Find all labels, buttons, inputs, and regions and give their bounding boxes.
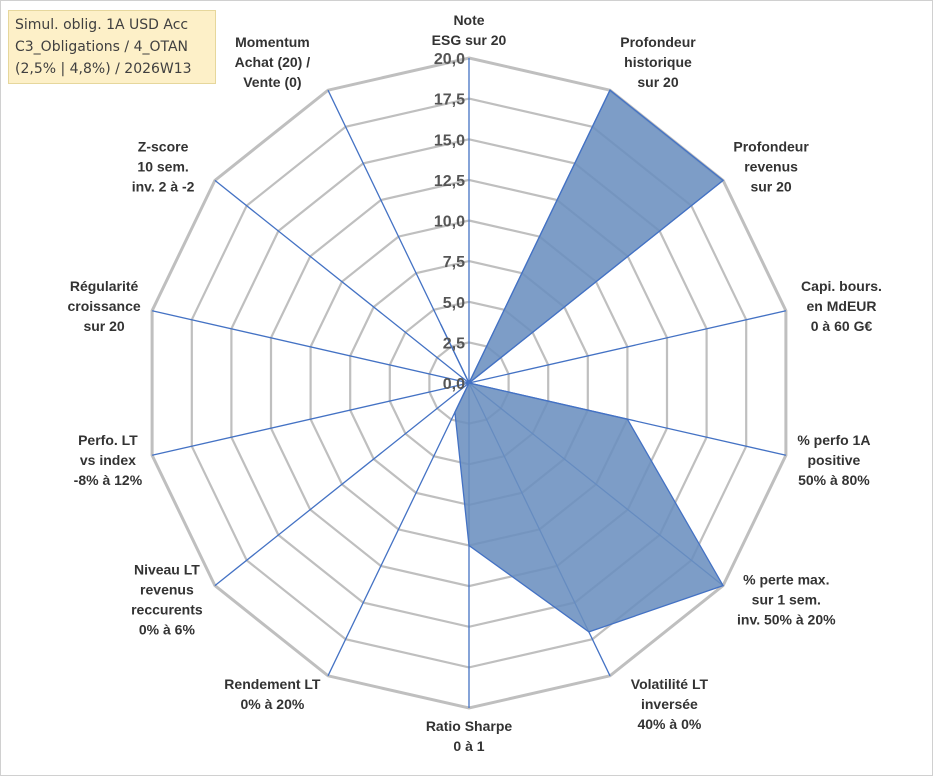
axis-label-4-line-2: 50% à 80%	[798, 472, 870, 488]
radar-tick-labels: 0,0 2,5 5,0 7,5 10,0 12,5 15,0 17,5 20,0	[434, 51, 465, 393]
chart-title-box: Simul. oblig. 1A USD Acc C3_Obligations …	[8, 10, 216, 84]
axis-label-6-line-2: 40% à 0%	[637, 716, 701, 732]
title-line-3: (2,5% | 4,8%) / 2026W13	[15, 61, 192, 77]
axis-label-13-line-1: Achat (20) /	[235, 54, 311, 70]
axis-label-6-line-1: inversée	[641, 696, 698, 712]
axis-label-11-line-1: croissance	[68, 298, 141, 314]
axis-label-6: Volatilité LT inversée 40% à 0%	[631, 676, 709, 732]
axis-label-9-line-3: 0% à 6%	[139, 621, 196, 637]
spoke-9	[214, 382, 470, 587]
axis-label-10-line-0: Perfo. LT	[78, 432, 138, 448]
axis-label-8-line-1: 0% à 20%	[240, 696, 304, 712]
spoke-8	[327, 382, 470, 677]
tick-label-2: 5,0	[443, 295, 465, 312]
axis-label-11-line-0: Régularité	[70, 278, 139, 294]
axis-label-7-line-0: Ratio Sharpe	[426, 718, 513, 734]
axis-label-1: Profondeur historique sur 20	[620, 34, 696, 90]
tick-label-5: 12,5	[434, 173, 465, 190]
axis-label-8: Rendement LT 0% à 20%	[224, 676, 321, 712]
axis-label-3-line-0: Capi. bours.	[801, 278, 882, 294]
spoke-12	[214, 179, 470, 384]
axis-label-10-line-1: vs index	[80, 452, 136, 468]
axis-label-1-line-0: Profondeur	[620, 34, 696, 50]
axis-label-13-line-2: Vente (0)	[243, 74, 301, 90]
title-line-2: C3_Obligations / 4_OTAN	[15, 39, 189, 55]
axis-label-5: % perte max. sur 1 sem. inv. 50% à 20%	[737, 571, 836, 627]
tick-label-6: 15,0	[434, 132, 465, 149]
axis-label-2-line-1: revenus	[744, 159, 798, 175]
tick-label-7: 17,5	[434, 92, 465, 109]
axis-label-12-line-0: Z-score	[138, 139, 189, 155]
axis-label-3-line-2: 0 à 60 G€	[811, 318, 873, 334]
tick-label-1: 2,5	[443, 335, 465, 352]
axis-label-9-line-1: revenus	[140, 581, 194, 597]
axis-label-4-line-0: % perfo 1A	[797, 432, 870, 448]
axis-label-2-line-0: Profondeur	[733, 139, 809, 155]
axis-label-12-line-1: 10 sem.	[137, 159, 188, 175]
axis-label-4-line-1: positive	[807, 452, 860, 468]
axis-label-1-line-2: sur 20	[637, 74, 678, 90]
tick-label-0: 0,0	[443, 376, 465, 393]
axis-label-5-line-2: inv. 50% à 20%	[737, 611, 836, 627]
axis-label-2-line-2: sur 20	[750, 179, 791, 195]
axis-label-9-line-0: Niveau LT	[134, 561, 200, 577]
title-line-1: Simul. oblig. 1A USD Acc	[15, 17, 189, 33]
tick-label-8: 20,0	[434, 51, 465, 68]
axis-label-3: Capi. bours. en MdEUR 0 à 60 G€	[801, 278, 882, 334]
axis-label-12: Z-score 10 sem. inv. 2 à -2	[132, 139, 195, 195]
axis-label-8-line-0: Rendement LT	[224, 676, 321, 692]
radar-axis-labels: Note ESG sur 20 Profondeur historique sur 20…	[68, 12, 882, 754]
axis-label-12-line-2: inv. 2 à -2	[132, 179, 195, 195]
axis-label-4: % perfo 1A positive 50% à 80%	[797, 432, 870, 488]
series-area	[440, 89, 725, 633]
radar-series	[440, 89, 725, 633]
axis-label-5-line-0: % perte max.	[743, 571, 829, 587]
axis-label-11: Régularité croissance sur 20	[68, 278, 141, 334]
axis-label-10-line-2: -8% à 12%	[74, 472, 143, 488]
axis-label-11-line-2: sur 20	[83, 318, 124, 334]
axis-label-13: Momentum Achat (20) / Vente (0)	[235, 34, 311, 90]
axis-label-9: Niveau LT revenus reccurents 0% à 6%	[131, 561, 203, 637]
axis-label-6-line-0: Volatilité LT	[631, 676, 709, 692]
axis-label-2: Profondeur revenus sur 20	[733, 139, 809, 195]
axis-label-0: Note ESG sur 20	[432, 12, 507, 48]
axis-label-13-line-0: Momentum	[235, 34, 310, 50]
tick-label-3: 7,5	[443, 254, 465, 271]
tick-label-4: 10,0	[434, 214, 465, 231]
axis-label-10: Perfo. LT vs index -8% à 12%	[74, 432, 143, 488]
axis-label-1-line-1: historique	[624, 54, 692, 70]
axis-label-7: Ratio Sharpe 0 à 1	[426, 718, 513, 754]
spoke-11	[151, 310, 470, 384]
axis-label-0-line-1: ESG sur 20	[432, 32, 507, 48]
spoke-3	[468, 310, 787, 384]
axis-label-7-line-1: 0 à 1	[453, 738, 484, 754]
spoke-10	[151, 382, 470, 456]
axis-label-3-line-1: en MdEUR	[807, 298, 877, 314]
axis-label-5-line-1: sur 1 sem.	[752, 591, 821, 607]
axis-label-0-line-0: Note	[453, 12, 484, 28]
axis-label-9-line-2: reccurents	[131, 601, 203, 617]
